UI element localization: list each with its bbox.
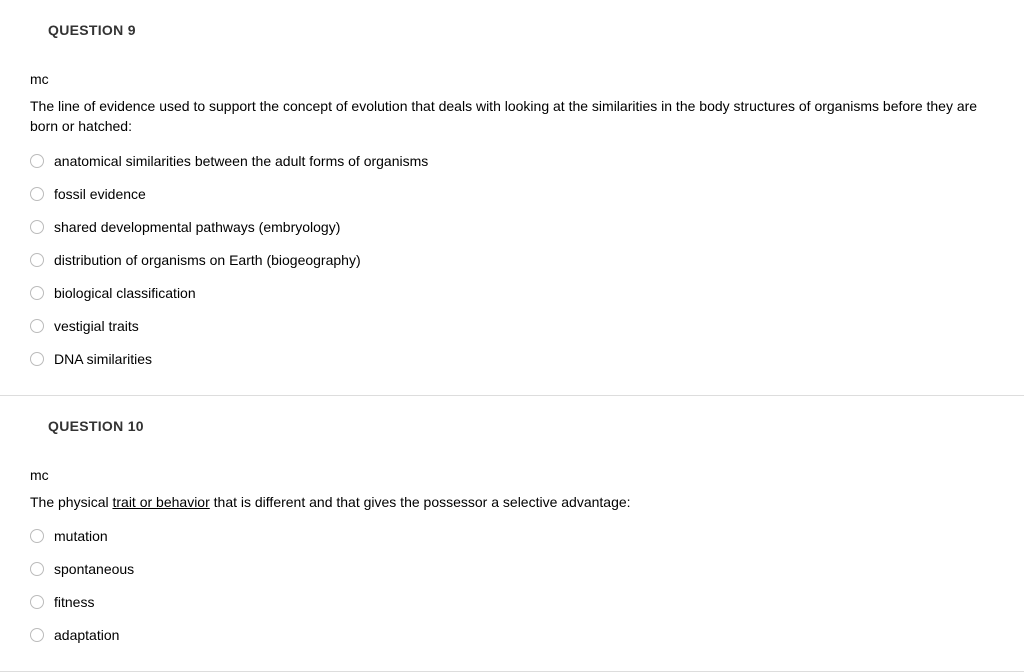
prompt-pre: The physical: [30, 494, 112, 510]
question-9-option[interactable]: anatomical similarities between the adul…: [30, 151, 994, 172]
radio-icon[interactable]: [30, 352, 44, 366]
question-10-type: mc: [30, 465, 994, 486]
question-9-option[interactable]: biological classification: [30, 283, 994, 304]
question-10-option[interactable]: fitness: [30, 592, 994, 613]
option-label: distribution of organisms on Earth (biog…: [54, 250, 361, 271]
question-9-option[interactable]: fossil evidence: [30, 184, 994, 205]
radio-icon[interactable]: [30, 628, 44, 642]
radio-icon[interactable]: [30, 562, 44, 576]
radio-icon[interactable]: [30, 595, 44, 609]
question-9-options: anatomical similarities between the adul…: [30, 151, 994, 370]
radio-icon[interactable]: [30, 529, 44, 543]
question-9-block: QUESTION 9 mc The line of evidence used …: [0, 0, 1024, 396]
radio-icon[interactable]: [30, 286, 44, 300]
question-9-title: QUESTION 9: [48, 20, 994, 41]
option-label: mutation: [54, 526, 108, 547]
radio-icon[interactable]: [30, 154, 44, 168]
radio-icon[interactable]: [30, 220, 44, 234]
question-10-options: mutation spontaneous fitness adaptation: [30, 526, 994, 646]
option-label: fitness: [54, 592, 94, 613]
radio-icon[interactable]: [30, 319, 44, 333]
option-label: vestigial traits: [54, 316, 139, 337]
question-10-option[interactable]: adaptation: [30, 625, 994, 646]
option-label: adaptation: [54, 625, 119, 646]
option-label: DNA similarities: [54, 349, 152, 370]
prompt-post: that is different and that gives the pos…: [210, 494, 631, 510]
option-label: anatomical similarities between the adul…: [54, 151, 428, 172]
question-9-type: mc: [30, 69, 994, 90]
option-label: spontaneous: [54, 559, 134, 580]
radio-icon[interactable]: [30, 187, 44, 201]
prompt-underlined: trait or behavior: [112, 494, 209, 510]
option-label: fossil evidence: [54, 184, 146, 205]
question-10-prompt: The physical trait or behavior that is d…: [30, 492, 994, 512]
question-10-title: QUESTION 10: [48, 416, 994, 437]
option-label: biological classification: [54, 283, 196, 304]
question-10-option[interactable]: spontaneous: [30, 559, 994, 580]
question-9-prompt: The line of evidence used to support the…: [30, 96, 994, 137]
question-10-block: QUESTION 10 mc The physical trait or beh…: [0, 396, 1024, 672]
question-10-option[interactable]: mutation: [30, 526, 994, 547]
radio-icon[interactable]: [30, 253, 44, 267]
question-9-option[interactable]: vestigial traits: [30, 316, 994, 337]
option-label: shared developmental pathways (embryolog…: [54, 217, 340, 238]
question-9-option[interactable]: distribution of organisms on Earth (biog…: [30, 250, 994, 271]
question-9-option[interactable]: DNA similarities: [30, 349, 994, 370]
question-9-option[interactable]: shared developmental pathways (embryolog…: [30, 217, 994, 238]
